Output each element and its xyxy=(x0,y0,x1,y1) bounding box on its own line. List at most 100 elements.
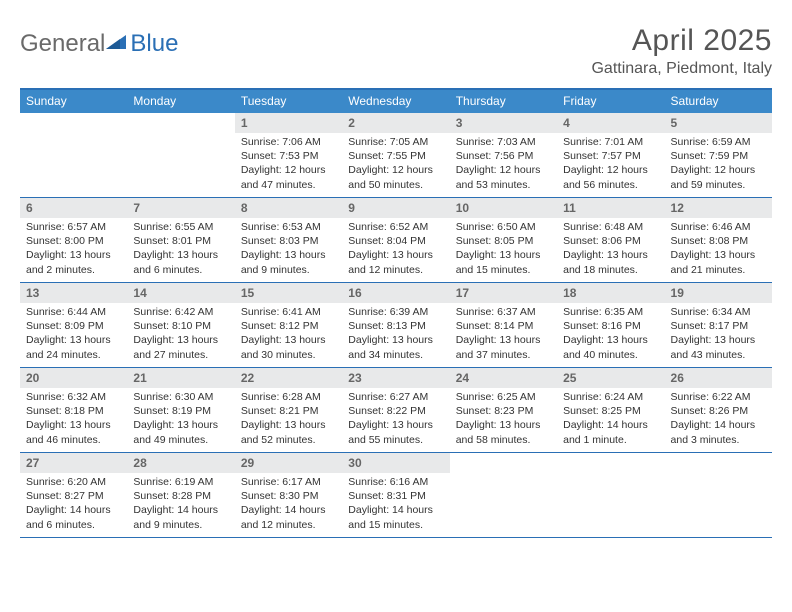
day-body: Sunrise: 6:34 AMSunset: 8:17 PMDaylight:… xyxy=(665,303,772,362)
day-cell: 4Sunrise: 7:01 AMSunset: 7:57 PMDaylight… xyxy=(557,113,664,197)
day-line: Sunset: 8:01 PM xyxy=(133,234,228,248)
day-body: Sunrise: 7:06 AMSunset: 7:53 PMDaylight:… xyxy=(235,133,342,192)
day-line: Sunset: 8:08 PM xyxy=(671,234,766,248)
day-cell: 1Sunrise: 7:06 AMSunset: 7:53 PMDaylight… xyxy=(235,113,342,197)
day-body: Sunrise: 6:32 AMSunset: 8:18 PMDaylight:… xyxy=(20,388,127,447)
day-line: and 15 minutes. xyxy=(456,263,551,277)
day-number: 20 xyxy=(20,368,127,388)
day-cell: 20Sunrise: 6:32 AMSunset: 8:18 PMDayligh… xyxy=(20,368,127,452)
day-cell: 18Sunrise: 6:35 AMSunset: 8:16 PMDayligh… xyxy=(557,283,664,367)
day-line: Sunrise: 6:59 AM xyxy=(671,135,766,149)
day-number: 28 xyxy=(127,453,234,473)
day-line: Sunset: 8:27 PM xyxy=(26,489,121,503)
day-cell: 6Sunrise: 6:57 AMSunset: 8:00 PMDaylight… xyxy=(20,198,127,282)
day-cell xyxy=(20,113,127,197)
day-line: and 27 minutes. xyxy=(133,348,228,362)
dow-cell: Thursday xyxy=(450,90,557,113)
day-line: Sunrise: 6:16 AM xyxy=(348,475,443,489)
day-line: Sunrise: 6:35 AM xyxy=(563,305,658,319)
logo-text-1: General xyxy=(20,30,105,58)
day-body: Sunrise: 6:25 AMSunset: 8:23 PMDaylight:… xyxy=(450,388,557,447)
day-number: 13 xyxy=(20,283,127,303)
day-line: Daylight: 13 hours xyxy=(26,333,121,347)
day-line: Sunrise: 6:20 AM xyxy=(26,475,121,489)
day-number: 9 xyxy=(342,198,449,218)
day-number: 27 xyxy=(20,453,127,473)
day-line: Sunset: 8:21 PM xyxy=(241,404,336,418)
day-body: Sunrise: 6:55 AMSunset: 8:01 PMDaylight:… xyxy=(127,218,234,277)
day-number: 11 xyxy=(557,198,664,218)
day-line: and 1 minute. xyxy=(563,433,658,447)
day-cell xyxy=(127,113,234,197)
day-line: and 37 minutes. xyxy=(456,348,551,362)
week-row: 27 Sunrise: 6:20 AMSunset: 8:27 PM Dayligh… xyxy=(20,453,772,538)
day-line: Daylight: 13 hours xyxy=(563,333,658,347)
day-line: Sunset: 7:59 PM xyxy=(671,149,766,163)
day-line: and 47 minutes. xyxy=(241,178,336,192)
day-line: and 9 minutes. xyxy=(133,518,228,532)
day-number: 17 xyxy=(450,283,557,303)
day-body: Sunrise: 6:28 AMSunset: 8:21 PMDaylight:… xyxy=(235,388,342,447)
day-line: and 58 minutes. xyxy=(456,433,551,447)
day-number: 10 xyxy=(450,198,557,218)
day-line: and 43 minutes. xyxy=(671,348,766,362)
day-line: Sunrise: 6:52 AM xyxy=(348,220,443,234)
day-line: Sunrise: 6:30 AM xyxy=(133,390,228,404)
day-line: and 30 minutes. xyxy=(241,348,336,362)
day-number: 18 xyxy=(557,283,664,303)
day-line: Sunset: 8:30 PM xyxy=(241,489,336,503)
week-row: 20Sunrise: 6:32 AMSunset: 8:18 PMDayligh… xyxy=(20,368,772,453)
day-body: Sunrise: 6:17 AMSunset: 8:30 PMDaylight:… xyxy=(235,473,342,532)
day-line: Sunrise: 6:48 AM xyxy=(563,220,658,234)
day-line: Sunrise: 6:42 AM xyxy=(133,305,228,319)
day-body: Sunrise: 6:57 AMSunset: 8:00 PMDaylight:… xyxy=(20,218,127,277)
day-line: and 52 minutes. xyxy=(241,433,336,447)
day-line: Sunset: 8:25 PM xyxy=(563,404,658,418)
day-body: Sunrise: 6:30 AMSunset: 8:19 PMDaylight:… xyxy=(127,388,234,447)
day-line: Daylight: 13 hours xyxy=(563,248,658,262)
day-cell: 7Sunrise: 6:55 AMSunset: 8:01 PMDaylight… xyxy=(127,198,234,282)
logo: General Blue xyxy=(20,24,178,58)
day-line: and 46 minutes. xyxy=(26,433,121,447)
day-body: Sunrise: 6:52 AMSunset: 8:04 PMDaylight:… xyxy=(342,218,449,277)
day-line: Daylight: 13 hours xyxy=(348,333,443,347)
day-cell xyxy=(665,453,772,537)
day-line: Sunset: 8:10 PM xyxy=(133,319,228,333)
day-body: Sunrise: 7:05 AMSunset: 7:55 PMDaylight:… xyxy=(342,133,449,192)
day-number: 7 xyxy=(127,198,234,218)
day-cell: 14Sunrise: 6:42 AMSunset: 8:10 PMDayligh… xyxy=(127,283,234,367)
day-cell: 19Sunrise: 6:34 AMSunset: 8:17 PMDayligh… xyxy=(665,283,772,367)
day-line: Sunset: 7:57 PM xyxy=(563,149,658,163)
day-line: Daylight: 13 hours xyxy=(671,248,766,262)
day-cell: 3Sunrise: 7:03 AMSunset: 7:56 PMDaylight… xyxy=(450,113,557,197)
day-cell: 25Sunrise: 6:24 AMSunset: 8:25 PMDayligh… xyxy=(557,368,664,452)
day-line: and 49 minutes. xyxy=(133,433,228,447)
day-line: Daylight: 13 hours xyxy=(26,248,121,262)
day-number: 16 xyxy=(342,283,449,303)
day-cell: 12Sunrise: 6:46 AMSunset: 8:08 PMDayligh… xyxy=(665,198,772,282)
day-line: Daylight: 14 hours xyxy=(241,503,336,517)
day-body: Sunrise: 6:27 AMSunset: 8:22 PMDaylight:… xyxy=(342,388,449,447)
day-line: Daylight: 13 hours xyxy=(133,248,228,262)
day-line: Sunset: 8:12 PM xyxy=(241,319,336,333)
day-line: Daylight: 12 hours xyxy=(671,163,766,177)
day-line: and 59 minutes. xyxy=(671,178,766,192)
day-number: 4 xyxy=(557,113,664,133)
day-line: Sunrise: 6:55 AM xyxy=(133,220,228,234)
day-cell: 23Sunrise: 6:27 AMSunset: 8:22 PMDayligh… xyxy=(342,368,449,452)
day-line: Sunrise: 6:41 AM xyxy=(241,305,336,319)
day-line: and 40 minutes. xyxy=(563,348,658,362)
day-line: Daylight: 14 hours xyxy=(133,503,228,517)
day-line: Daylight: 13 hours xyxy=(348,248,443,262)
day-line: Sunrise: 6:24 AM xyxy=(563,390,658,404)
day-line: Daylight: 13 hours xyxy=(456,418,551,432)
day-line: Sunrise: 6:34 AM xyxy=(671,305,766,319)
day-cell: 29Sunrise: 6:17 AMSunset: 8:30 PMDayligh… xyxy=(235,453,342,537)
day-line: Daylight: 13 hours xyxy=(456,333,551,347)
day-body: Sunrise: 7:03 AMSunset: 7:56 PMDaylight:… xyxy=(450,133,557,192)
day-body: Sunrise: 6:42 AMSunset: 8:10 PMDaylight:… xyxy=(127,303,234,362)
day-number: 25 xyxy=(557,368,664,388)
day-line: Sunrise: 6:25 AM xyxy=(456,390,551,404)
day-line: Sunrise: 6:39 AM xyxy=(348,305,443,319)
day-number: 23 xyxy=(342,368,449,388)
